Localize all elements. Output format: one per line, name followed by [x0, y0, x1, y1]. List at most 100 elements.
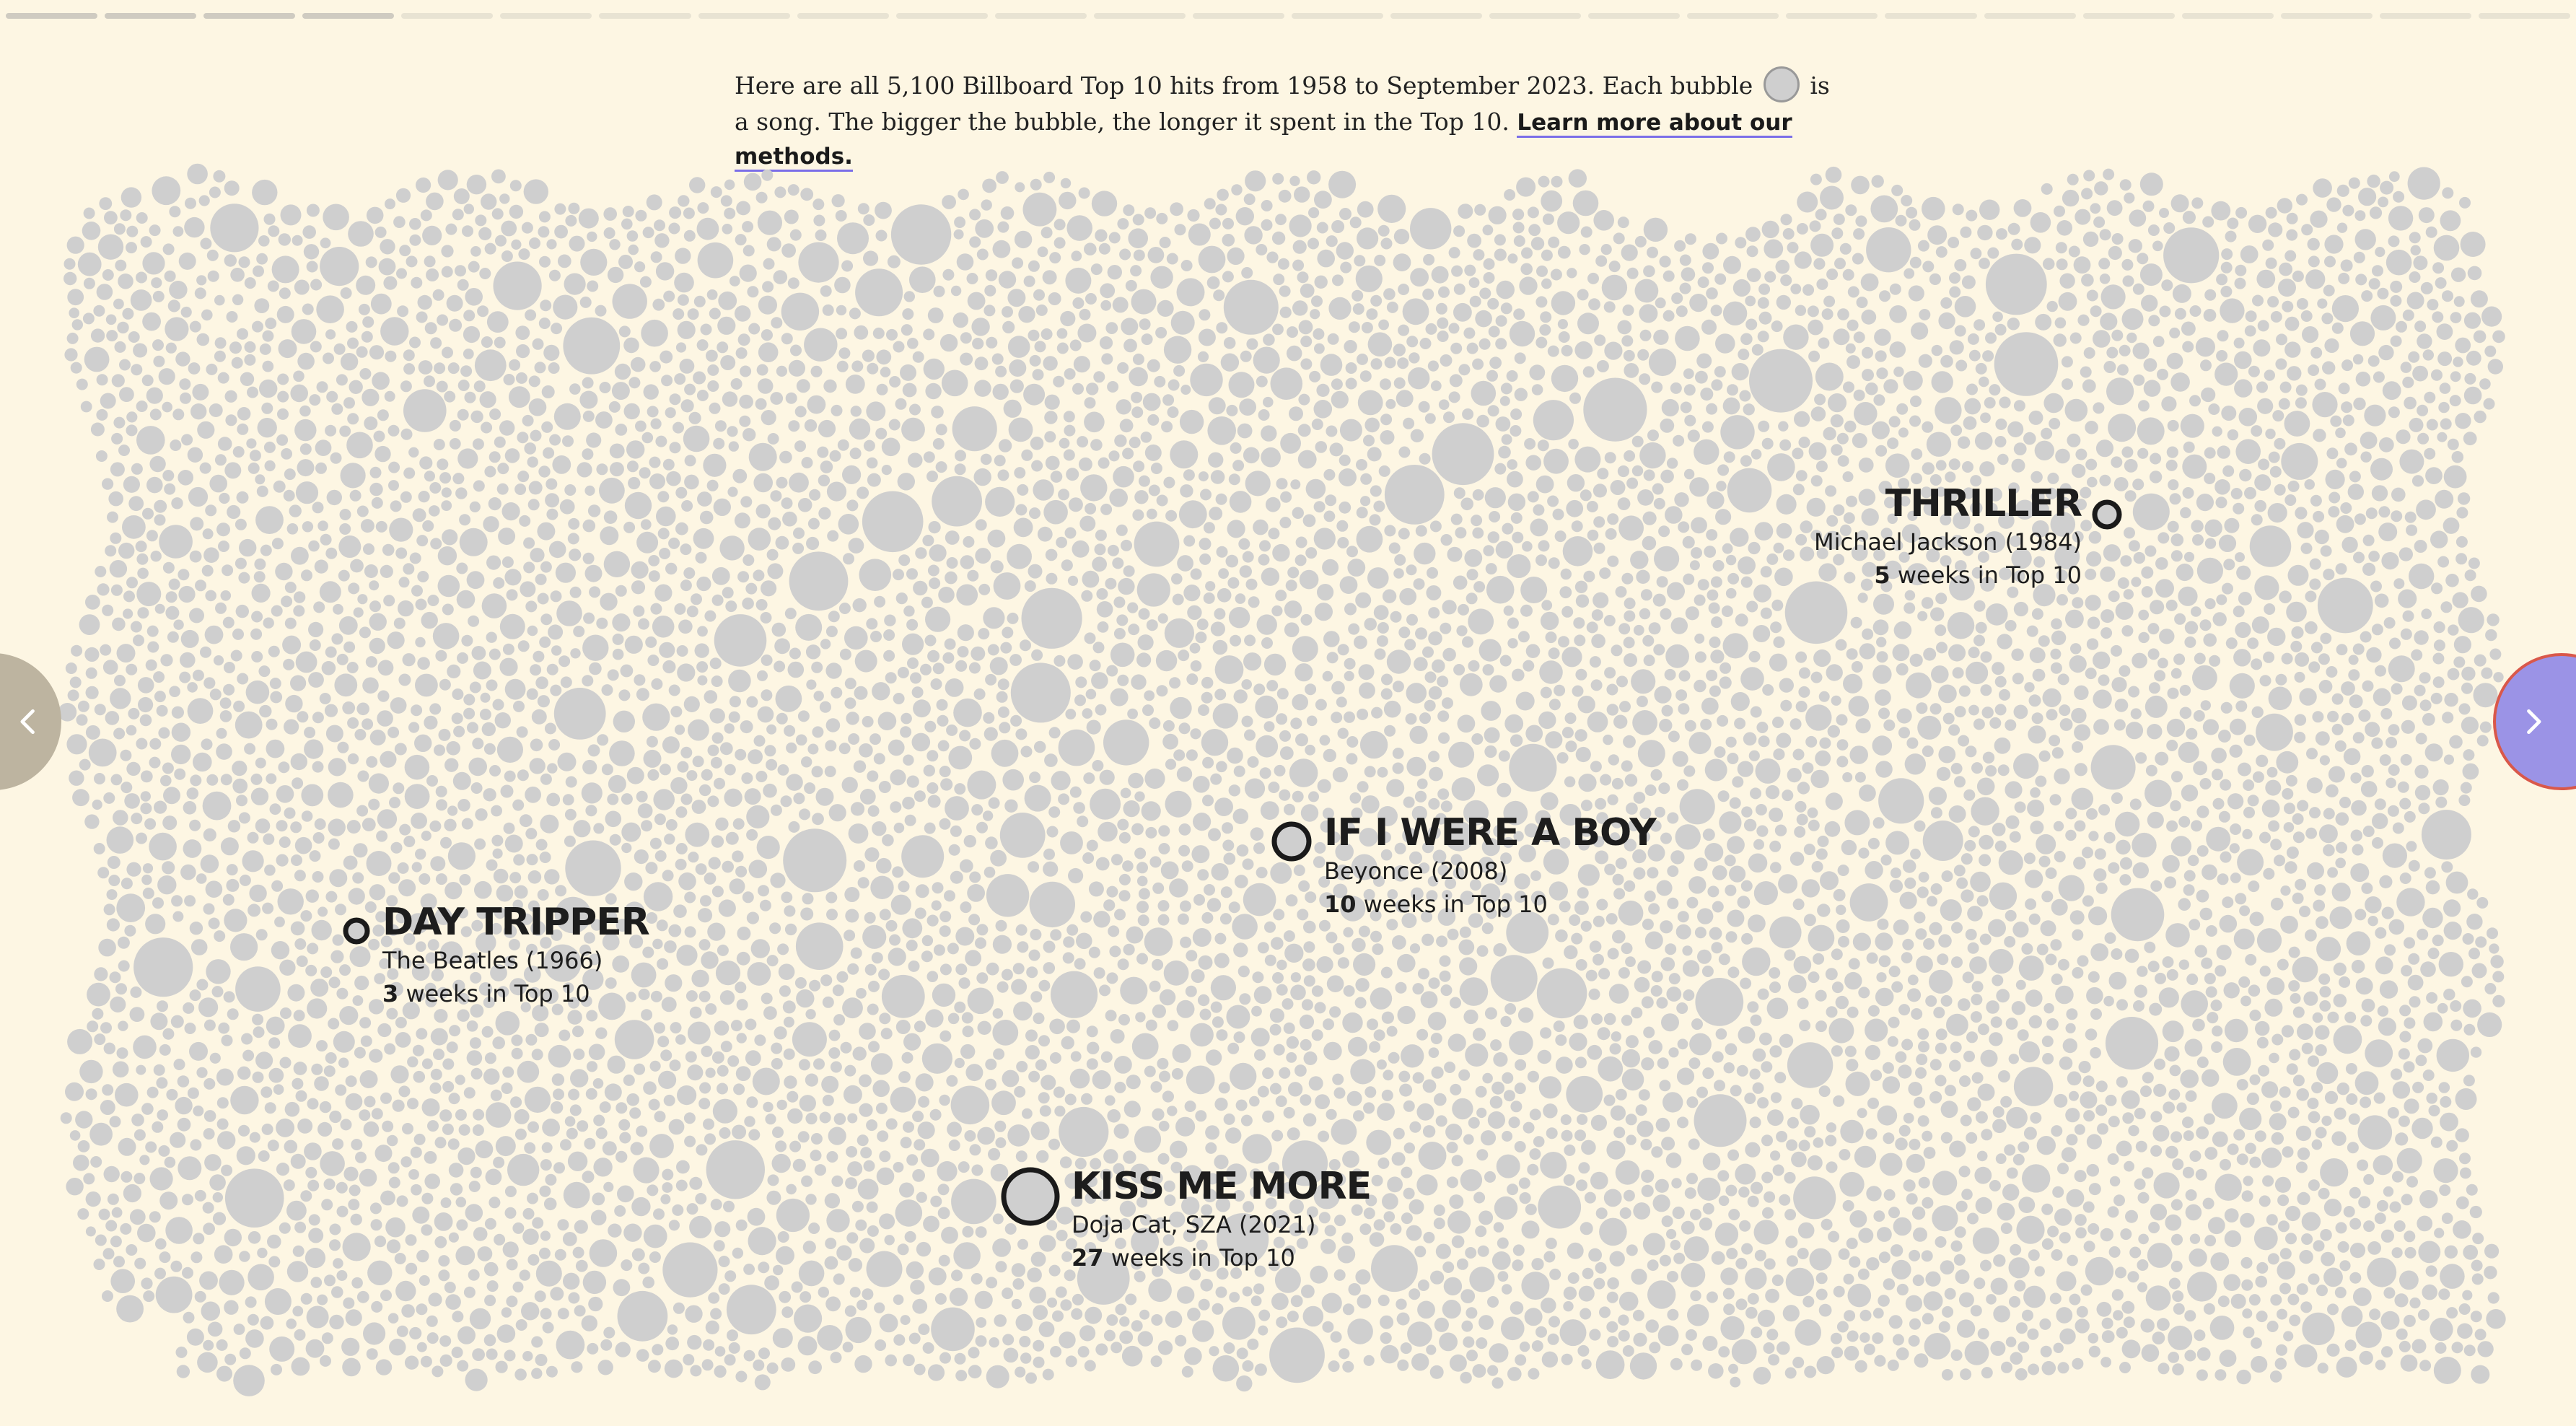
song-bubble: [1673, 434, 1685, 447]
song-bubble: [1186, 1065, 1215, 1095]
song-bubble: [1741, 932, 1753, 945]
song-bubble: [364, 564, 378, 578]
song-bubble: [642, 227, 654, 239]
song-bubble: [1807, 1155, 1823, 1171]
song-bubble: [220, 590, 232, 601]
song-bubble: [415, 598, 427, 611]
song-bubble: [523, 966, 541, 983]
song-bubble: [1851, 544, 1868, 561]
song-bubble: [1506, 370, 1518, 382]
song-bubble: [172, 408, 185, 421]
song-bubble: [1559, 586, 1572, 599]
song-bubble: [589, 953, 600, 966]
song-bubble: [2018, 1041, 2040, 1063]
song-bubble: [2463, 1244, 2479, 1260]
song-bubble: [239, 1251, 250, 1262]
song-bubble: [1186, 950, 1198, 962]
song-bubble: [832, 984, 844, 997]
song-bubble: [2336, 515, 2354, 533]
song-bubble: [2379, 875, 2393, 888]
song-bubble: [1131, 391, 1143, 403]
song-bubble: [585, 1088, 597, 1100]
song-bubble: [2196, 889, 2209, 903]
song-bubble: [1417, 1300, 1435, 1319]
song-bubble: [372, 924, 385, 937]
song-bubble: [1399, 1083, 1413, 1097]
song-bubble: [1976, 895, 1989, 907]
song-bubble: [1030, 991, 1043, 1003]
song-bubble: [1707, 589, 1719, 601]
song-bubble: [2382, 381, 2401, 401]
song-bubble: [473, 480, 485, 492]
song-bubble: [582, 675, 594, 687]
song-bubble: [588, 1044, 605, 1060]
song-bubble: [624, 872, 643, 891]
song-bubble: [2442, 187, 2454, 199]
song-bubble: [2437, 556, 2450, 568]
song-bubble: [405, 1262, 418, 1275]
song-bubble: [1689, 477, 1709, 497]
song-bubble: [1158, 843, 1170, 854]
song-bubble: [2425, 226, 2437, 238]
song-bubble: [2398, 547, 2413, 561]
song-bubble: [1833, 328, 1850, 346]
song-bubble: [1334, 864, 1351, 880]
song-bubble: [2187, 1272, 2217, 1302]
song-bubble: [1014, 230, 1033, 249]
song-bubble: [1468, 1116, 1480, 1129]
song-bubble: [2015, 1368, 2028, 1381]
song-bubble: [280, 1007, 292, 1019]
song-bubble: [600, 526, 619, 546]
song-bubble: [2254, 499, 2266, 512]
song-bubble: [1009, 359, 1027, 377]
song-bubble: [1170, 310, 1195, 335]
song-bubble: [2105, 1017, 2159, 1070]
song-bubble: [140, 791, 151, 802]
song-bubble: [175, 351, 190, 367]
song-bubble: [2489, 648, 2502, 660]
song-bubble: [870, 1053, 893, 1075]
song-bubble: [1493, 824, 1507, 839]
song-bubble: [1292, 259, 1305, 271]
song-bubble: [2270, 1294, 2282, 1306]
song-bubble: [615, 1342, 631, 1357]
song-bubble: [969, 209, 981, 221]
song-bubble: [1217, 188, 1229, 201]
song-bubble: [1998, 512, 2015, 529]
song-bubble: [438, 728, 451, 741]
song-bubble: [2336, 644, 2348, 656]
song-bubble: [580, 248, 608, 276]
song-bubble: [1305, 744, 1315, 756]
song-bubble: [1426, 1344, 1437, 1355]
song-bubble: [1473, 1191, 1486, 1204]
song-bubble: [2431, 369, 2443, 381]
song-bubble: [2391, 1068, 2403, 1080]
song-bubble: [2088, 831, 2099, 841]
song-bubble: [741, 772, 753, 784]
song-bubble: [1989, 948, 2014, 974]
song-bubble: [1958, 685, 1971, 697]
song-bubble: [1979, 376, 1989, 388]
song-bubble: [711, 835, 724, 848]
song-bubble: [308, 540, 320, 552]
song-bubble: [755, 771, 768, 782]
song-bubble: [2354, 210, 2366, 222]
song-bubble: [1495, 541, 1514, 559]
song-bubble: [1578, 1162, 1590, 1174]
song-bubble: [965, 950, 981, 967]
song-bubble: [1385, 398, 1396, 409]
song-bubble: [1514, 1082, 1526, 1095]
song-bubble: [990, 849, 1007, 867]
song-bubble: [203, 1077, 216, 1090]
song-bubble: [1410, 268, 1429, 287]
song-bubble: [339, 523, 351, 535]
methods-link[interactable]: Learn more about our methods.: [735, 110, 1792, 172]
song-bubble: [1540, 1027, 1552, 1039]
song-bubble: [1986, 1000, 1999, 1014]
song-bubble: [617, 1290, 668, 1342]
song-bubble: [1119, 1316, 1130, 1327]
song-bubble: [1798, 437, 1810, 448]
song-bubble: [2059, 483, 2072, 495]
song-bubble: [362, 1322, 386, 1345]
song-bubble: [149, 1211, 161, 1223]
